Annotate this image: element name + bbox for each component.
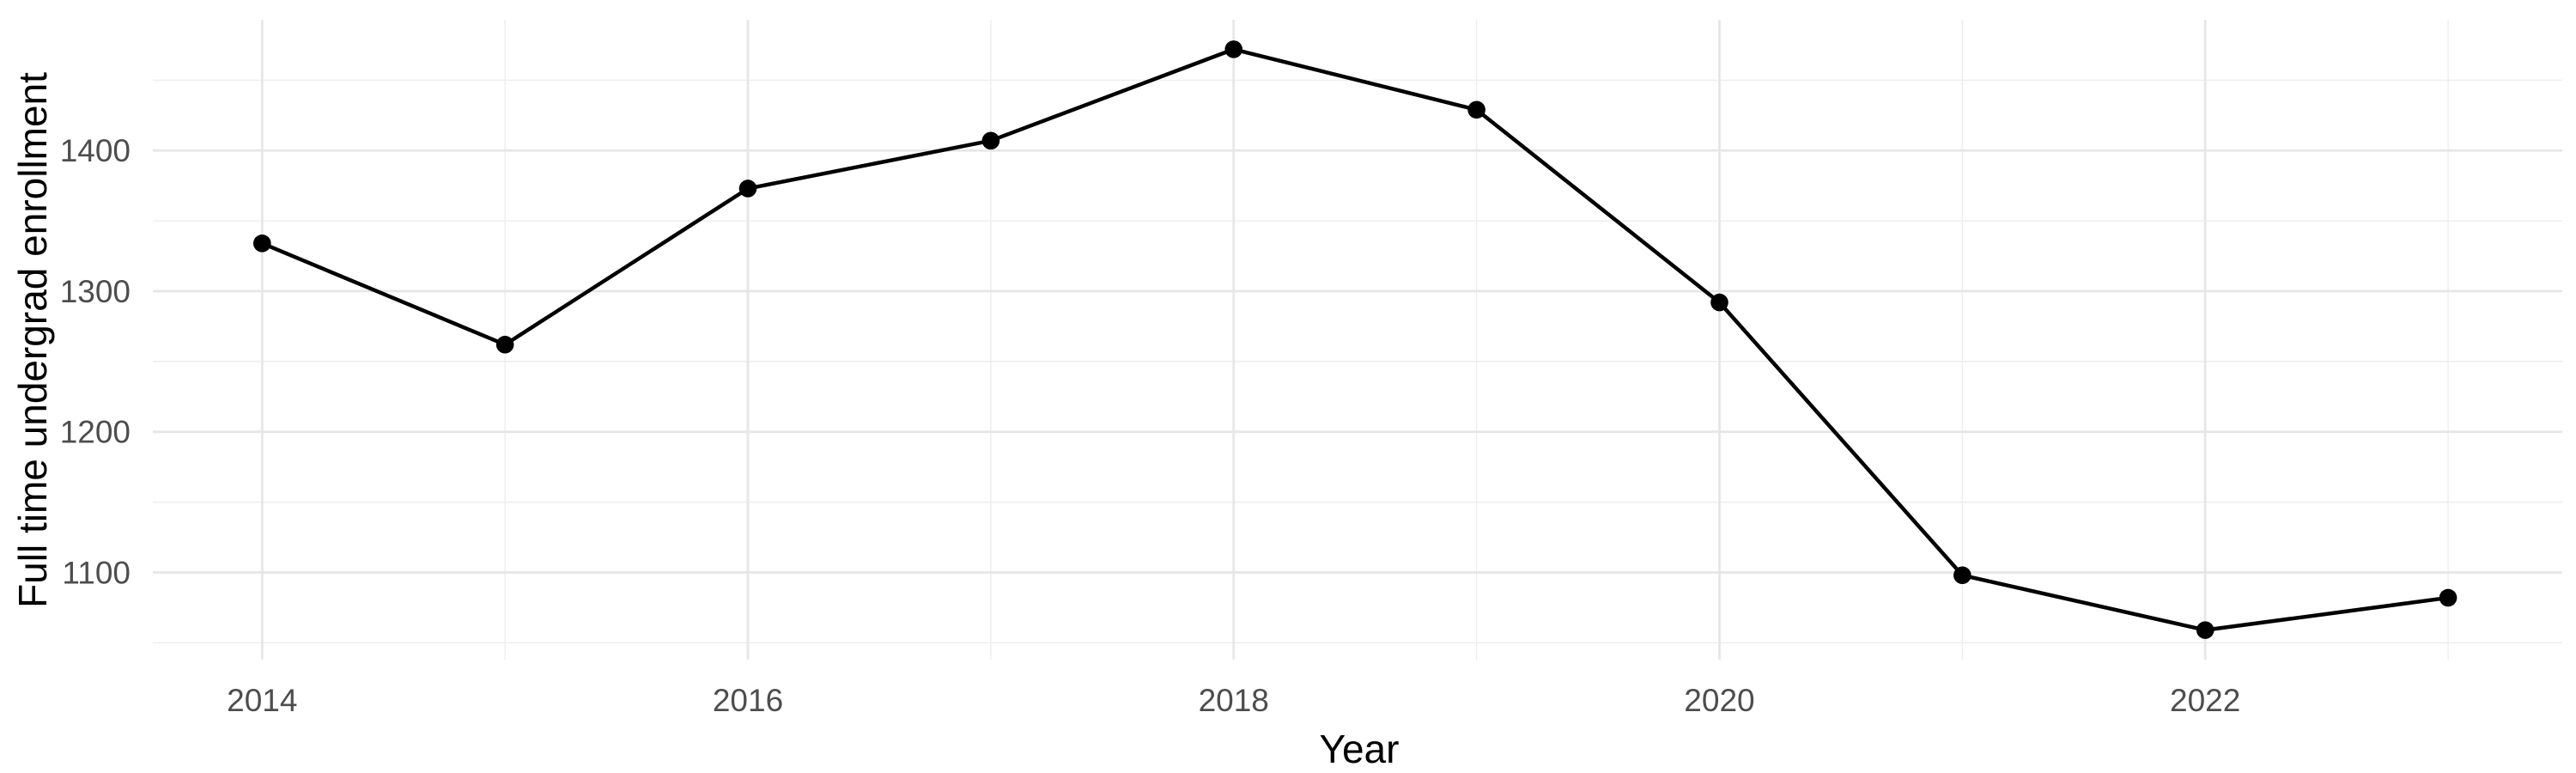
y-tick-label-1100: 1100	[62, 555, 131, 590]
y-axis-tick-labels: 1100 1200 1300 1400	[60, 133, 131, 590]
enrollment-line	[261, 47, 2449, 632]
data-point-2021	[1953, 566, 1971, 585]
data-point-2014	[252, 234, 271, 253]
data-point-2022	[2196, 621, 2215, 639]
x-tick-label-2018: 2018	[1199, 683, 1269, 718]
enrollment-series	[252, 40, 2458, 639]
x-axis-tick-labels: 2014 2016 2018 2020 2022	[227, 683, 2240, 718]
y-tick-label-1200: 1200	[60, 415, 131, 450]
x-axis-title: Year	[1320, 727, 1400, 771]
x-tick-label-2016: 2016	[713, 683, 783, 718]
data-point-2017	[981, 131, 1000, 150]
data-point-2018	[1224, 40, 1243, 58]
y-tick-label-1400: 1400	[60, 133, 131, 168]
x-tick-label-2022: 2022	[2170, 683, 2240, 718]
data-point-2023	[2439, 588, 2458, 607]
data-point-2016	[738, 180, 757, 198]
x-tick-label-2014: 2014	[227, 683, 297, 718]
x-tick-label-2020: 2020	[1684, 683, 1754, 718]
y-tick-label-1300: 1300	[60, 274, 131, 309]
data-point-2019	[1467, 100, 1485, 119]
y-axis-title: Full time undergrad enrollment	[10, 72, 55, 608]
major-gridlines	[153, 20, 2562, 660]
data-point-2015	[495, 335, 514, 354]
data-point-2020	[1710, 293, 1728, 312]
